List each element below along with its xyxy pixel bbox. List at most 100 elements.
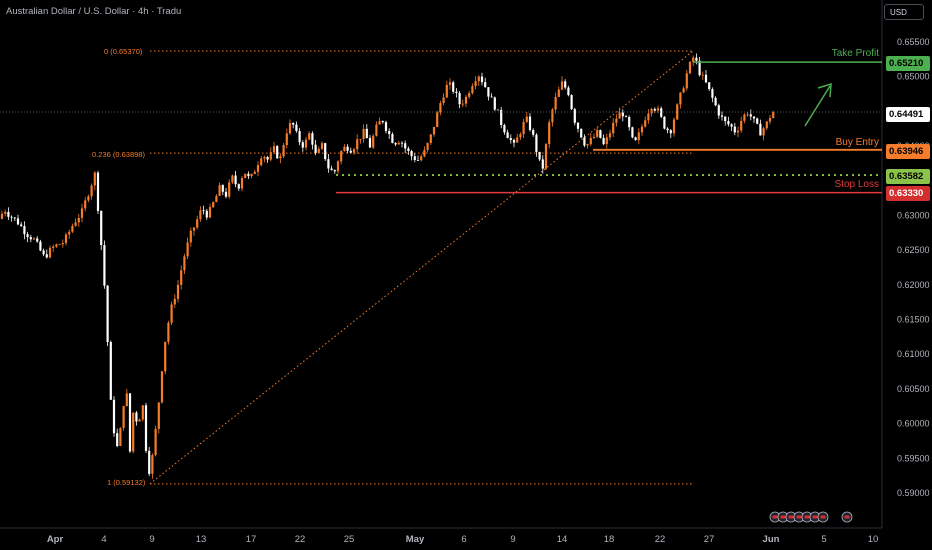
candle-body [506, 132, 509, 139]
candle-body [199, 210, 202, 220]
candle-body [589, 137, 592, 145]
buy-entry-price-badge[interactable]: 0.63946 [886, 144, 930, 159]
candle-body [612, 122, 615, 134]
candle-body [618, 112, 621, 119]
candle-body [637, 132, 640, 141]
price-tick-label: 0.60000 [897, 419, 930, 429]
time-tick-label: Jun [763, 534, 780, 545]
event-flag-mark [820, 515, 826, 519]
time-tick-label: 5 [821, 534, 826, 545]
candle-body [436, 112, 439, 127]
candle-body [4, 211, 7, 214]
candle-body [378, 121, 381, 125]
candle-body [103, 245, 106, 286]
fibonacci-retracement[interactable] [149, 50, 694, 485]
up-arrow-icon [804, 82, 832, 127]
candle-body [68, 231, 71, 235]
candle-body [458, 93, 461, 105]
candle-body [80, 208, 84, 218]
candle-body [285, 133, 288, 146]
candle-body [308, 133, 311, 140]
time-tick-label: 4 [101, 534, 106, 545]
stop-loss-price-badge[interactable]: 0.63330 [886, 186, 930, 201]
price-tick-label: 0.62500 [897, 245, 930, 255]
candle-body [695, 57, 698, 61]
candle-body [96, 172, 100, 211]
event-flag-mark [804, 515, 810, 519]
candle-body [160, 371, 164, 403]
candle-body [634, 137, 637, 141]
candle-body [660, 108, 663, 117]
candle-body [621, 112, 624, 117]
time-tick-label: 18 [604, 534, 615, 545]
candle-body [237, 184, 240, 189]
candle-body [343, 146, 346, 152]
candle-body [272, 146, 276, 153]
candle-body [128, 393, 132, 452]
event-flag-mark [812, 515, 818, 519]
candle-body [765, 121, 768, 129]
candle-body [653, 108, 656, 111]
candle-body [426, 142, 429, 150]
fib-0-label: 0 (0.65370) [104, 47, 143, 56]
candle-body [410, 151, 413, 157]
candle-body [576, 122, 580, 129]
candle-body [628, 116, 631, 128]
candle-body [516, 137, 519, 143]
candle-body [231, 175, 234, 183]
candle-body [400, 142, 404, 144]
candle-body [189, 230, 192, 243]
price-tick-label: 0.61000 [897, 349, 930, 359]
candle-body [263, 156, 266, 159]
candle-body [141, 405, 144, 420]
time-axis[interactable]: Apr 4 9 13 17 22 25 May 6 9 14 18 22 27 Jun 5 10 [47, 534, 878, 545]
candle-body [157, 402, 160, 429]
candle-body [55, 244, 58, 247]
candle-body [740, 120, 743, 131]
candle-body [119, 428, 122, 446]
candle-body [317, 148, 320, 153]
candle-body [10, 216, 13, 218]
candle-body [471, 86, 474, 94]
current-price-badge[interactable]: 0.64491 [886, 107, 930, 122]
fib-1-label: 1 (0.59132) [107, 478, 146, 487]
candle-body [768, 118, 772, 122]
candle-body [496, 109, 500, 111]
candle-body [388, 130, 391, 135]
candle-body [109, 341, 112, 400]
economic-events-icons[interactable] [769, 511, 853, 523]
candle-body [202, 210, 205, 212]
time-tick-label: 22 [295, 534, 306, 545]
candle-body [592, 136, 596, 138]
candle-body [407, 148, 410, 152]
candle-body [416, 159, 420, 161]
candle-body [743, 114, 746, 121]
candle-body [288, 123, 292, 134]
candle-body [314, 144, 317, 153]
candle-body [112, 399, 116, 434]
candle-body [138, 419, 141, 422]
price-tick-label: 0.59500 [897, 453, 930, 463]
currency-selector[interactable]: USD [884, 4, 924, 20]
price-tick-label: 0.62000 [897, 280, 930, 290]
candle-body [560, 81, 564, 90]
symbol-title[interactable]: Australian Dollar / U.S. Dollar · 4h · T… [6, 6, 182, 17]
candle-body [650, 108, 653, 114]
price-tick-label: 0.65000 [897, 72, 930, 82]
candle-body [125, 393, 128, 406]
candle-body [688, 61, 692, 74]
candle-body [100, 210, 103, 246]
fib-0236-label: 0.236 (0.63898) [92, 150, 145, 159]
take-profit-price-badge[interactable]: 0.65210 [886, 56, 930, 71]
trade-levels[interactable] [0, 61, 882, 194]
candle-body [685, 73, 688, 89]
time-tick-label: May [406, 534, 425, 545]
candle-body [535, 134, 538, 152]
support-price-badge[interactable]: 0.63582 [886, 169, 930, 184]
candle-body [183, 256, 186, 271]
candle-body [656, 108, 660, 111]
candle-body [320, 143, 324, 149]
candle-body [52, 246, 55, 248]
